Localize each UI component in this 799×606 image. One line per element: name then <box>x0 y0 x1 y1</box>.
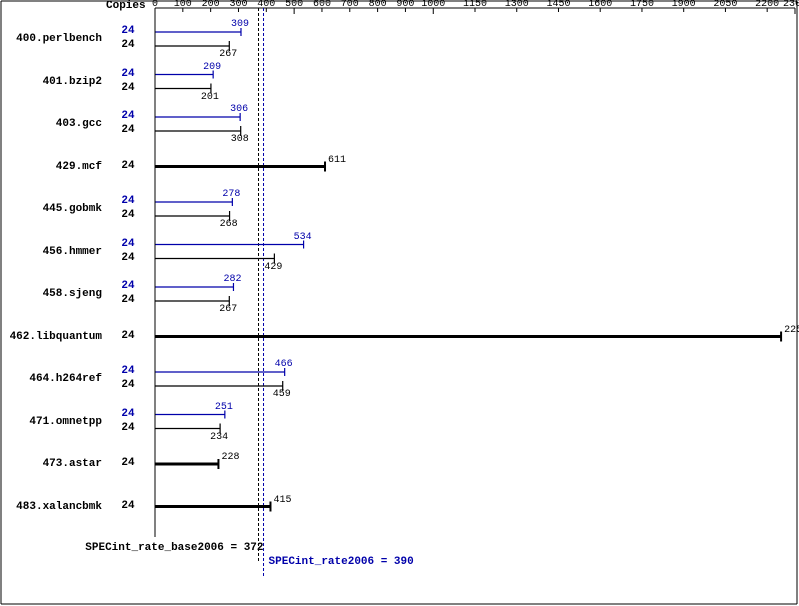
axis-tick-200: 200 <box>202 0 220 10</box>
axis-tick-2050: 2050 <box>713 0 737 10</box>
base-value-4: 268 <box>220 219 238 230</box>
base-value-6: 267 <box>219 304 237 315</box>
axis-tick-1000: 1000 <box>421 0 445 10</box>
base-copies-8: 24 <box>113 379 143 391</box>
peak-copies-5: 24 <box>113 238 143 250</box>
axis-tick-600: 600 <box>313 0 331 10</box>
base-copies-1: 24 <box>113 82 143 94</box>
axis-tick-0: 0 <box>152 0 158 10</box>
axis-tick-1900: 1900 <box>672 0 696 10</box>
axis-tick-400: 400 <box>257 0 275 10</box>
base-value-1: 201 <box>201 92 219 103</box>
benchmark-label-10: 473.astar <box>2 458 102 470</box>
peak-value-6: 282 <box>223 274 241 285</box>
peak-copies-8: 24 <box>113 365 143 377</box>
benchmark-label-0: 400.perlbench <box>2 33 102 45</box>
peak-value-8: 466 <box>275 359 293 370</box>
copies-header: Copies <box>106 0 146 12</box>
peak-value-4: 278 <box>222 189 240 200</box>
base-value-8: 459 <box>273 389 291 400</box>
benchmark-label-11: 483.xalancbmk <box>2 501 102 513</box>
peak-value-0: 309 <box>231 19 249 30</box>
base-copies-0: 24 <box>113 39 143 51</box>
peak-copies-6: 24 <box>113 280 143 292</box>
benchmark-label-1: 401.bzip2 <box>2 76 102 88</box>
peak-copies-4: 24 <box>113 195 143 207</box>
footer-base: SPECint_rate_base2006 = 372 <box>74 542 264 554</box>
peak-value-5: 534 <box>294 232 312 243</box>
base-copies-5: 24 <box>113 252 143 264</box>
benchmark-label-9: 471.omnetpp <box>2 416 102 428</box>
base-copies-4: 24 <box>113 209 143 221</box>
base-copies-6: 24 <box>113 294 143 306</box>
benchmark-label-5: 456.hmmer <box>2 246 102 258</box>
peak-copies-0: 24 <box>113 25 143 37</box>
axis-tick-2300: 2300 <box>783 0 799 10</box>
base-value-10: 228 <box>221 452 239 463</box>
axis-tick-2200: 2200 <box>755 0 779 10</box>
axis-tick-500: 500 <box>285 0 303 10</box>
benchmark-label-6: 458.sjeng <box>2 288 102 300</box>
benchmark-label-7: 462.libquantum <box>2 331 102 343</box>
peak-value-9: 251 <box>215 402 233 413</box>
base-value-3: 611 <box>328 155 346 166</box>
base-copies-10: 24 <box>113 457 143 469</box>
benchmark-label-2: 403.gcc <box>2 118 102 130</box>
axis-tick-1450: 1450 <box>546 0 570 10</box>
peak-value-1: 209 <box>203 62 221 73</box>
axis-tick-1150: 1150 <box>463 0 487 10</box>
axis-tick-800: 800 <box>369 0 387 10</box>
axis-tick-900: 900 <box>396 0 414 10</box>
peak-value-2: 306 <box>230 104 248 115</box>
benchmark-label-4: 445.gobmk <box>2 203 102 215</box>
axis-tick-700: 700 <box>341 0 359 10</box>
base-value-5: 429 <box>264 262 282 273</box>
base-value-7: 2250 <box>784 325 799 336</box>
peak-copies-9: 24 <box>113 408 143 420</box>
benchmark-label-8: 464.h264ref <box>2 373 102 385</box>
base-value-2: 308 <box>231 134 249 145</box>
benchmark-label-3: 429.mcf <box>2 161 102 173</box>
base-value-11: 415 <box>273 495 291 506</box>
base-value-9: 234 <box>210 432 228 443</box>
base-copies-2: 24 <box>113 124 143 136</box>
footer-peak: SPECint_rate2006 = 390 <box>269 556 414 568</box>
base-copies-9: 24 <box>113 422 143 434</box>
axis-tick-300: 300 <box>229 0 247 10</box>
base-copies-7: 24 <box>113 330 143 342</box>
base-copies-3: 24 <box>113 160 143 172</box>
base-value-0: 267 <box>219 49 237 60</box>
peak-copies-1: 24 <box>113 68 143 80</box>
base-copies-11: 24 <box>113 500 143 512</box>
spec-chart: 0 100 200 300 400 500 600 700 800 900 1000 1150 1300… <box>0 0 799 606</box>
axis-tick-1300: 1300 <box>505 0 529 10</box>
axis-tick-100: 100 <box>174 0 192 10</box>
peak-copies-2: 24 <box>113 110 143 122</box>
axis-tick-1600: 1600 <box>588 0 612 10</box>
axis-tick-1750: 1750 <box>630 0 654 10</box>
